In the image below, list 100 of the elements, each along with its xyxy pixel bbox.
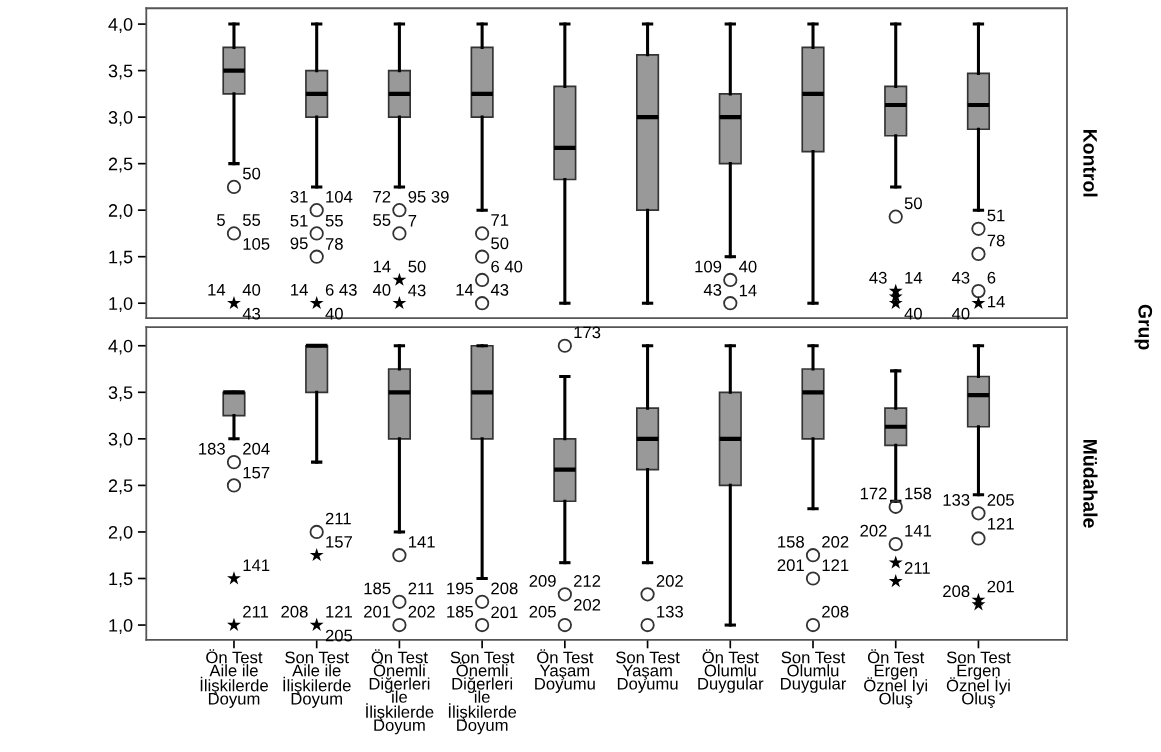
annotation: 185	[364, 582, 391, 595]
y-tick-label: 1,5	[109, 250, 133, 266]
annotation: 14	[905, 272, 923, 284]
annotation: 141	[243, 559, 270, 571]
y-tick-label: 3,0	[108, 111, 133, 126]
annotation: 205	[987, 494, 1014, 506]
y-tick-label: 1,0	[109, 297, 133, 313]
annotation: 6 43	[325, 283, 357, 296]
text: Grup	[1134, 304, 1153, 350]
annotation: 211	[325, 512, 351, 525]
y-tick-label: 4,0	[108, 339, 133, 355]
annotation: 50	[904, 197, 922, 210]
annotation: 43	[703, 283, 722, 296]
annotation: 55	[373, 214, 391, 226]
annotation: 55	[325, 214, 343, 227]
x-tick-label: Ön Test Önemli Diğerleri ile İlişkilerde Doyum	[366, 649, 434, 735]
annotation: 105	[243, 238, 270, 250]
annotation: 7	[408, 214, 417, 227]
annotation: 202	[860, 524, 887, 537]
annotation: 40	[739, 260, 757, 273]
annotation: 201	[987, 580, 1014, 593]
annotation: 157	[326, 536, 352, 548]
annotation: 183	[199, 442, 225, 455]
annotation: 121	[326, 605, 353, 618]
annotation: 43	[408, 284, 426, 297]
annotation: 14	[373, 260, 391, 273]
annotation: 50	[491, 237, 509, 250]
annotation: 212	[574, 575, 601, 587]
x-tick-label: Ön Test Aile ile İlişkilerde Doyum	[200, 649, 268, 708]
annotation: 14	[291, 284, 308, 296]
annotation: 201	[491, 606, 518, 619]
annotation: 185	[447, 605, 474, 618]
x-tick-label: Son Test Önemli Diğerleri ile İlişkilerde Doyum	[448, 651, 517, 735]
x-tick-label: Son Test Aile ile İlişkilerde Doyum	[283, 651, 351, 708]
annotation: 104	[326, 190, 353, 203]
y-axis-title: Kontrol	[1083, 129, 1098, 197]
annotation: 40	[372, 283, 391, 296]
x-tick-label: Son Test Olumlu Duygular	[781, 651, 847, 693]
annotation: 14	[208, 284, 226, 296]
annotation: 205	[325, 629, 353, 642]
annotation: 40	[951, 307, 970, 320]
annotation: 157	[243, 466, 270, 479]
annotation: 133	[657, 605, 683, 618]
annotation: 208	[281, 605, 308, 618]
x-tick-label: Son Test Yaşam Doyumu	[616, 651, 680, 693]
annotation: 141	[409, 536, 435, 548]
annotation: 141	[905, 524, 932, 537]
annotation: 211	[243, 605, 269, 618]
x-tick-label: Ön Test Ergen Öznel İyi Oluş	[864, 649, 928, 708]
annotation: 202	[408, 605, 435, 618]
annotation: 43	[869, 271, 887, 284]
annotation: 211	[904, 562, 930, 574]
annotation: 158	[905, 487, 932, 500]
annotation: 43	[490, 283, 509, 296]
annotation: 51	[987, 209, 1005, 222]
annotation: 14	[739, 284, 757, 297]
annotation: 95 39	[408, 190, 449, 203]
y-tick-label: 2,5	[108, 157, 133, 173]
annotation: 40	[904, 307, 922, 320]
annotation: 14	[456, 284, 474, 296]
annotation: 204	[243, 442, 270, 455]
y-tick-label: 3,0	[108, 432, 133, 448]
annotation: 40	[325, 307, 343, 320]
annotation: 14	[988, 295, 1005, 308]
annotation: 202	[574, 598, 601, 611]
y-tick-label: 1,0	[109, 618, 133, 634]
annotation: 50	[242, 167, 261, 180]
annotation: 133	[943, 494, 970, 506]
annotation: 51	[290, 214, 308, 227]
y-axis-title: Müdahale	[1083, 440, 1098, 528]
annotation: 172	[860, 487, 887, 500]
annotation: 78	[325, 238, 343, 250]
annotation: 72	[373, 190, 391, 203]
annotation: 55	[242, 214, 261, 226]
y-tick-label: 1,5	[109, 572, 133, 588]
annotation: 208	[822, 605, 849, 618]
y-tick-label: 2,0	[108, 525, 133, 541]
annotation: 208	[943, 585, 970, 598]
annotation: 201	[364, 605, 391, 618]
annotation: 50	[408, 260, 426, 273]
x-tick-label: Son Test Ergen Öznel İyi Oluş	[946, 651, 1011, 708]
annotation: 43	[951, 271, 970, 284]
annotation: 31	[290, 190, 308, 203]
annotation: 71	[491, 214, 509, 226]
y-tick-label: 3,5	[108, 64, 133, 80]
annotation: 109	[695, 260, 722, 273]
annotation: 40	[242, 283, 261, 296]
annotation: 6 40	[491, 260, 523, 273]
annotation: 173	[574, 326, 601, 339]
x-tick-label: Ön Test Yaşam Doyumu	[535, 649, 595, 693]
annotation: 205	[529, 605, 556, 618]
y-tick-label: 3,5	[108, 386, 133, 402]
annotation: 78	[987, 234, 1005, 247]
annotation: 95	[290, 237, 308, 250]
annotation: 5	[217, 214, 225, 226]
annotation: 121	[988, 517, 1014, 530]
annotation: 211	[408, 582, 434, 595]
x-tick-label: Ön Test Olumlu Duygular	[698, 649, 764, 693]
annotation: 208	[491, 582, 518, 595]
annotation: 158	[778, 535, 804, 548]
